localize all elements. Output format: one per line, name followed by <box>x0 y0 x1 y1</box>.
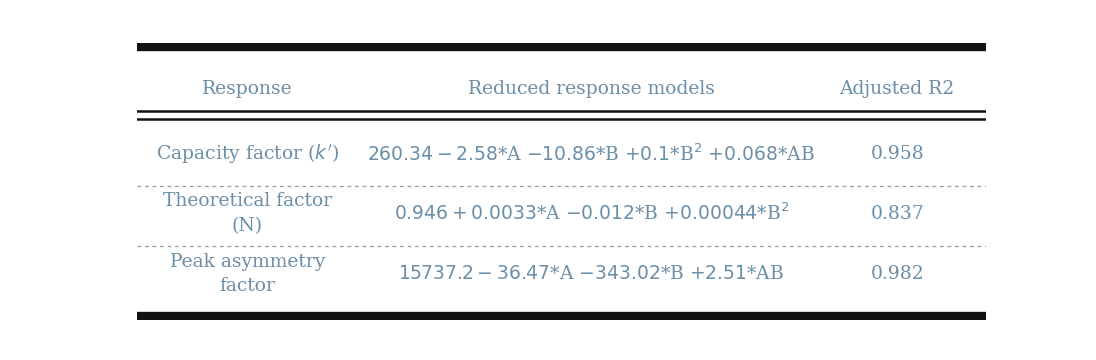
Text: $0.946 + 0.0033$*A $- 0.012$*B $+ 0.00044$*B$^{2}$: $0.946 + 0.0033$*A $- 0.012$*B $+ 0.0004… <box>393 203 789 224</box>
Text: Peak asymmetry: Peak asymmetry <box>170 253 326 271</box>
Text: $260.34 - 2.58$*A $- 10.86$*B $+ 0.1$*B$^{2}$ $+ 0.068$*AB: $260.34 - 2.58$*A $- 10.86$*B $+ 0.1$*B$… <box>367 143 815 165</box>
Text: Adjusted R2: Adjusted R2 <box>840 80 955 98</box>
Text: factor: factor <box>219 277 275 295</box>
Text: (N): (N) <box>232 217 263 235</box>
Text: 0.982: 0.982 <box>870 265 924 283</box>
Text: $15737.2 - 36.47$*A $- 343.02$*B $+ 2.51$*AB: $15737.2 - 36.47$*A $- 343.02$*B $+ 2.51… <box>398 265 785 283</box>
Text: Response: Response <box>202 80 293 98</box>
Text: 0.837: 0.837 <box>870 205 924 223</box>
Text: Theoretical factor: Theoretical factor <box>163 192 332 210</box>
Text: 0.958: 0.958 <box>870 145 924 163</box>
Text: Reduced response models: Reduced response models <box>468 80 715 98</box>
Text: Capacity factor ($k'$): Capacity factor ($k'$) <box>156 142 339 166</box>
